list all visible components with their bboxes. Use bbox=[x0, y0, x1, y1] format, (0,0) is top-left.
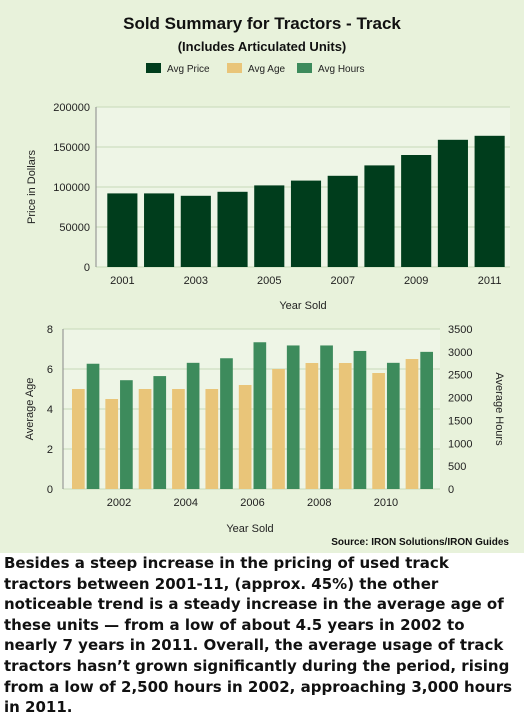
age-bar-2006 bbox=[238, 385, 252, 489]
hours-bar-2011 bbox=[420, 351, 433, 489]
price-y-tick-label: 100000 bbox=[53, 182, 90, 194]
hours-bar-2004 bbox=[186, 362, 200, 489]
price-bar-2004 bbox=[217, 191, 248, 267]
legend-label-1: Avg Age bbox=[248, 64, 286, 75]
chart-title: Sold Summary for Tractors - Track bbox=[123, 14, 401, 33]
age-bar-2002 bbox=[105, 399, 119, 489]
price-bar-2010 bbox=[437, 139, 468, 267]
hours-bar-2007 bbox=[286, 345, 300, 489]
age-bar-2003 bbox=[138, 389, 152, 489]
price-bar-2002 bbox=[144, 193, 175, 267]
age-bar-2005 bbox=[205, 389, 219, 489]
hours-bar-2009 bbox=[353, 350, 367, 489]
legend-label-0: Avg Price bbox=[167, 64, 210, 75]
age-bar-2004 bbox=[172, 389, 185, 489]
age-bar-2011 bbox=[405, 359, 419, 489]
source-note: Source: IRON Solutions/IRON Guides bbox=[331, 537, 509, 548]
price-bar-2007 bbox=[327, 175, 358, 267]
price-y-axis-label: Price in Dollars bbox=[26, 150, 38, 224]
age-hours-x-tick-label: 2008 bbox=[307, 497, 331, 509]
hours-bar-2002 bbox=[120, 380, 133, 489]
age-y-axis-label: Average Age bbox=[24, 378, 36, 441]
price-bar-2011 bbox=[474, 135, 505, 267]
age-bar-2010 bbox=[372, 373, 385, 489]
hours-bar-2006 bbox=[253, 342, 267, 489]
hours-y-tick-label: 2500 bbox=[448, 370, 472, 382]
price-x-tick-label: 2005 bbox=[257, 275, 281, 287]
price-bar-2003 bbox=[180, 195, 211, 267]
hours-y-tick-label: 3000 bbox=[448, 347, 472, 359]
price-chart: 0 50000 100000 150000 200000 2001 2003 2005 200… bbox=[26, 102, 510, 312]
price-x-axis-label: Year Sold bbox=[279, 300, 326, 312]
age-hours-x-tick-label: 2002 bbox=[107, 497, 131, 509]
price-bar-2009 bbox=[401, 155, 432, 267]
age-y-tick-label: 8 bbox=[47, 324, 53, 336]
price-bar-2001 bbox=[107, 193, 138, 267]
price-x-tick-label: 2011 bbox=[478, 275, 502, 287]
price-x-tick-label: 2009 bbox=[404, 275, 428, 287]
price-y-tick-label: 150000 bbox=[53, 142, 90, 154]
price-bar-2006 bbox=[290, 180, 322, 267]
hours-bar-2010 bbox=[386, 362, 400, 489]
price-bar-2005 bbox=[254, 185, 285, 267]
hours-bar-2005 bbox=[220, 358, 233, 489]
legend-swatch-2 bbox=[297, 63, 312, 73]
chart-subtitle: (Includes Articulated Units) bbox=[178, 39, 347, 54]
age-y-tick-label: 0 bbox=[47, 484, 53, 496]
age-bar-2001 bbox=[72, 389, 85, 489]
price-y-tick-label: 200000 bbox=[53, 102, 90, 114]
age-bar-2007 bbox=[272, 369, 285, 489]
price-y-tick-label: 50000 bbox=[59, 222, 90, 234]
price-y-tick-label: 0 bbox=[84, 262, 90, 274]
hours-y-tick-label: 3500 bbox=[448, 324, 472, 336]
hours-y-tick-label: 2000 bbox=[448, 393, 472, 405]
price-x-tick-label: 2003 bbox=[184, 275, 208, 287]
age-bar-2008 bbox=[305, 363, 319, 489]
legend-swatch-0 bbox=[146, 63, 161, 73]
legend-swatch-1 bbox=[227, 63, 242, 73]
age-y-tick-label: 2 bbox=[47, 444, 53, 456]
price-x-tick-label: 2007 bbox=[330, 275, 354, 287]
hours-y-tick-label: 1000 bbox=[448, 438, 472, 450]
hours-y-axis-label: Average Hours bbox=[493, 372, 505, 446]
age-hours-x-tick-label: 2006 bbox=[240, 497, 264, 509]
caption-text: Besides a steep increase in the pricing … bbox=[2, 553, 522, 716]
chart-figure: Sold Summary for Tractors - Track (Inclu… bbox=[24, 14, 510, 548]
hours-bar-2003 bbox=[153, 376, 167, 489]
age-hours-x-axis-label: Year Sold bbox=[226, 523, 273, 535]
age-y-tick-label: 6 bbox=[47, 364, 53, 376]
hours-y-tick-label: 1500 bbox=[448, 415, 472, 427]
price-x-tick-label: 2001 bbox=[110, 275, 134, 287]
legend: Avg Price Avg Age Avg Hours bbox=[146, 63, 365, 75]
hours-y-tick-label: 0 bbox=[448, 484, 454, 496]
price-bar-2008 bbox=[364, 165, 395, 267]
age-hours-x-tick-label: 2004 bbox=[174, 497, 198, 509]
hours-bar-2008 bbox=[320, 345, 333, 489]
hours-y-tick-label: 500 bbox=[448, 461, 466, 473]
hours-bar-2001 bbox=[86, 363, 100, 489]
legend-label-2: Avg Hours bbox=[318, 64, 365, 75]
age-bar-2009 bbox=[338, 363, 352, 489]
age-hours-x-tick-label: 2010 bbox=[374, 497, 398, 509]
age-y-tick-label: 4 bbox=[47, 404, 53, 416]
age-hours-chart: 0 2 4 6 8 0 500 1000 1500 2000 2500 3000 3500 2002 2… bbox=[24, 324, 505, 535]
